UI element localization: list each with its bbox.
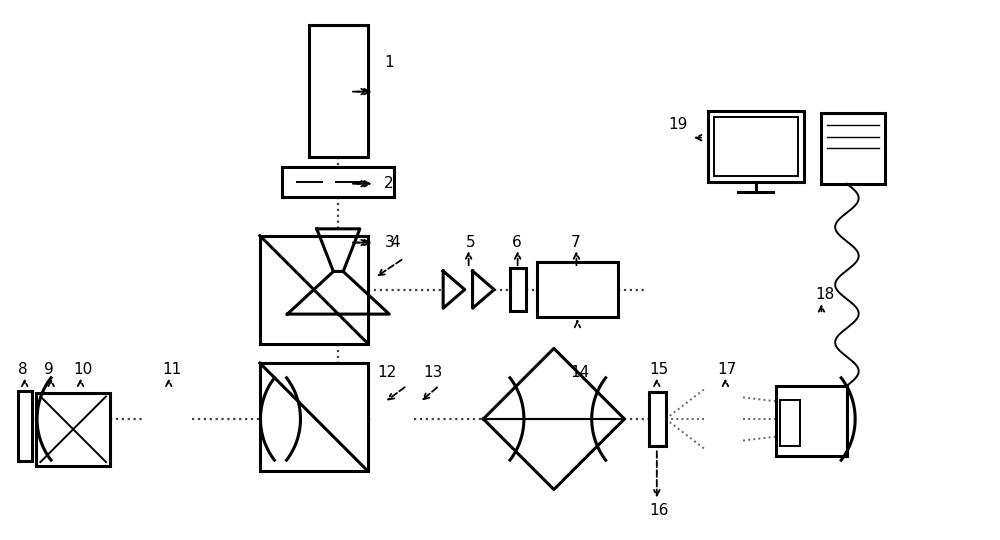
Text: 3: 3 (384, 235, 394, 250)
Bar (708, 111, 804, 182)
Bar (309, 25, 368, 157)
Text: 17: 17 (718, 362, 737, 377)
Bar (18, 390, 32, 461)
Text: 5: 5 (466, 235, 475, 250)
Text: 1: 1 (384, 55, 394, 70)
Text: 12: 12 (378, 366, 397, 380)
Bar (821, 113, 885, 184)
Text: 4: 4 (390, 235, 400, 250)
Bar (537, 262, 618, 317)
Text: 14: 14 (571, 366, 590, 380)
Bar (776, 386, 847, 456)
Bar (36, 393, 110, 466)
Text: 10: 10 (74, 362, 93, 377)
Text: 18: 18 (816, 287, 835, 302)
Text: 13: 13 (424, 366, 443, 380)
Text: 6: 6 (512, 235, 522, 250)
Text: 2: 2 (384, 176, 394, 191)
Bar (649, 392, 666, 447)
Bar (260, 235, 368, 343)
Text: 7: 7 (571, 235, 580, 250)
Bar (780, 400, 800, 446)
Text: 11: 11 (162, 362, 181, 377)
Text: 16: 16 (649, 503, 668, 518)
Bar (510, 268, 526, 311)
Bar (282, 167, 394, 197)
Text: 15: 15 (649, 362, 668, 377)
Text: 19: 19 (669, 118, 688, 132)
Text: 8: 8 (18, 362, 27, 377)
Bar (714, 117, 798, 176)
Bar (260, 363, 368, 471)
Text: 9: 9 (44, 362, 54, 377)
